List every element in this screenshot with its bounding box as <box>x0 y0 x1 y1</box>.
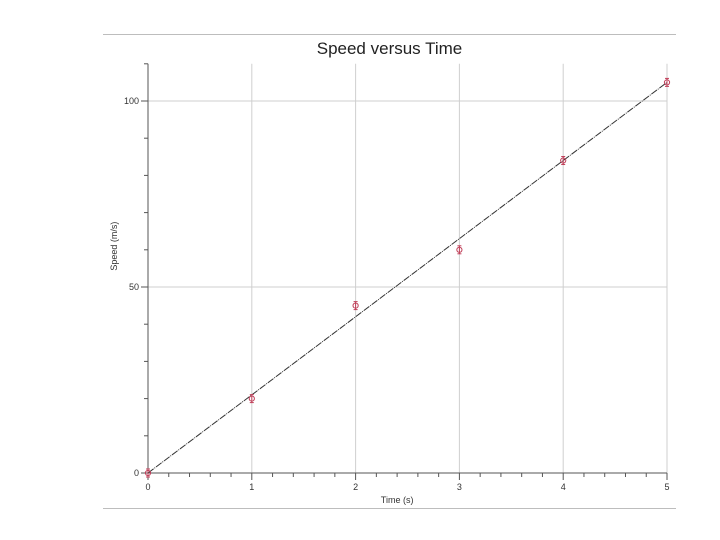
data-point <box>560 156 567 166</box>
chart-title: Speed versus Time <box>316 39 463 58</box>
grid-lines <box>148 63 668 473</box>
frame-bottom-border <box>103 508 676 509</box>
tick-marks <box>141 63 668 480</box>
point-marker <box>144 469 152 477</box>
point-marker <box>663 79 671 86</box>
x-tick-label: 3 <box>457 482 462 492</box>
data-point <box>144 468 152 478</box>
y-tick-label: 100 <box>124 96 139 106</box>
x-axis-label: Time (s) <box>381 495 414 505</box>
point-marker <box>456 246 463 253</box>
data-point <box>456 245 463 255</box>
x-tick-label: 0 <box>145 482 150 492</box>
data-point <box>663 77 671 87</box>
data-point <box>352 301 359 311</box>
data-point <box>248 394 255 404</box>
fit-line <box>147 82 668 474</box>
point-marker <box>352 302 359 309</box>
x-tick-label: 2 <box>353 482 358 492</box>
x-tick-label: 1 <box>249 482 254 492</box>
point-marker <box>248 395 255 402</box>
y-tick-label: 50 <box>129 282 139 292</box>
point-marker <box>560 157 567 164</box>
x-tick-label: 5 <box>664 482 669 492</box>
data-points <box>144 77 671 478</box>
x-tick-label: 4 <box>561 482 566 492</box>
y-axis-label: Speed (m/s) <box>109 222 119 271</box>
y-tick-label: 0 <box>134 468 139 478</box>
axes <box>147 63 667 474</box>
frame-top-border <box>103 34 676 35</box>
